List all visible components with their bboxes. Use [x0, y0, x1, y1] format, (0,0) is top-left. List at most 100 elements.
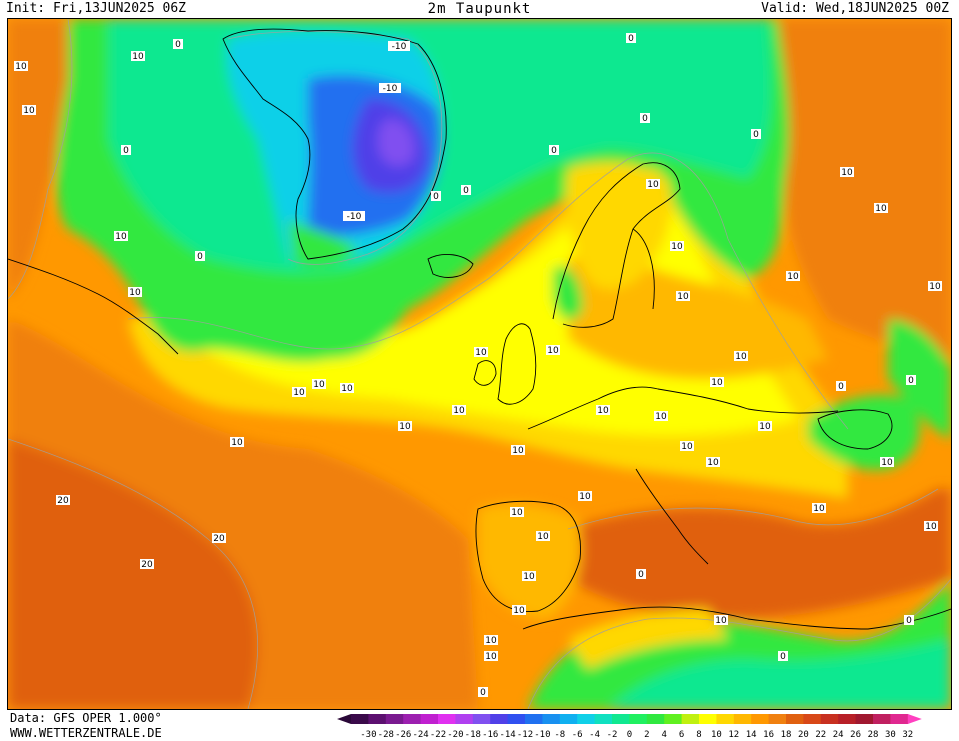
- contour-label: 10: [292, 387, 306, 398]
- dewpoint-map[interactable]: 10 10 0 -10 -10 -10 10 0 0 10 10 0 0 0 0…: [7, 18, 952, 710]
- svg-text:10: 10: [132, 52, 144, 62]
- contour-label: 10: [484, 651, 498, 662]
- legend-swatch: [525, 714, 543, 724]
- legend-tick-label: -22: [430, 730, 446, 740]
- contour-label: 0: [431, 191, 441, 202]
- svg-text:0: 0: [906, 616, 912, 626]
- svg-text:10: 10: [341, 384, 353, 394]
- legend-tick-label: -20: [447, 730, 463, 740]
- legend-swatch: [385, 714, 404, 724]
- contour-label: 10: [474, 347, 488, 358]
- legend-swatch: [577, 714, 596, 724]
- svg-text:10: 10: [15, 62, 27, 72]
- legend-tick-label: 18: [781, 730, 792, 740]
- contour-label: 10: [758, 421, 772, 432]
- contour-label: 10: [786, 271, 800, 282]
- legend-tick-label: 0: [627, 730, 632, 740]
- legend-swatch: [438, 714, 456, 724]
- contour-label: 10: [536, 531, 550, 542]
- contour-label: 10: [734, 351, 748, 362]
- legend-swatch: [751, 714, 770, 724]
- legend-tick-label: 32: [902, 730, 913, 740]
- svg-text:20: 20: [141, 560, 153, 570]
- svg-text:10: 10: [485, 636, 497, 646]
- contour-lines: [8, 19, 951, 709]
- contour-label: 10: [714, 615, 728, 626]
- legend-tick-label: 30: [885, 730, 896, 740]
- svg-text:-10: -10: [383, 84, 398, 94]
- legend-tick-label: -4: [589, 730, 600, 740]
- contour-label: 10: [128, 287, 142, 298]
- contour-label: 10: [511, 445, 525, 456]
- contour-label: 10: [340, 383, 354, 394]
- contour-label: 0: [478, 687, 488, 698]
- svg-text:10: 10: [677, 292, 689, 302]
- svg-text:10: 10: [787, 272, 799, 282]
- svg-text:10: 10: [231, 438, 243, 448]
- contour-label: 10: [924, 521, 938, 532]
- legend-tick-label: 22: [815, 730, 826, 740]
- svg-text:10: 10: [313, 380, 325, 390]
- coastlines: [8, 28, 951, 630]
- svg-text:10: 10: [115, 232, 127, 242]
- legend-tick-label: 24: [833, 730, 844, 740]
- legend-tick-label: -12: [517, 730, 533, 740]
- legend-swatch: [786, 714, 804, 724]
- svg-text:0: 0: [197, 252, 203, 262]
- contour-label: 10: [670, 241, 684, 252]
- svg-text:10: 10: [597, 406, 609, 416]
- legend-swatch: [629, 714, 648, 724]
- legend-swatch: [803, 714, 822, 724]
- svg-text:10: 10: [671, 242, 683, 252]
- contour-label: 10: [452, 405, 466, 416]
- svg-text:10: 10: [841, 168, 853, 178]
- contour-label: 10: [840, 167, 854, 178]
- legend-tick-label: -30: [360, 730, 376, 740]
- legend-tick-label: -28: [378, 730, 394, 740]
- legend-tick-label: 2: [644, 730, 649, 740]
- legend-arrow-left: [337, 714, 351, 724]
- website-link[interactable]: WWW.WETTERZENTRALE.DE: [10, 726, 162, 740]
- legend-swatch: [855, 714, 874, 724]
- contour-label: 0: [461, 185, 471, 196]
- svg-text:10: 10: [129, 288, 141, 298]
- svg-text:0: 0: [838, 382, 844, 392]
- legend-swatch: [699, 714, 717, 724]
- legend-swatch: [681, 714, 700, 724]
- contour-label: 20: [140, 559, 154, 570]
- svg-text:10: 10: [453, 406, 465, 416]
- contour-label: 10: [578, 491, 592, 502]
- svg-text:0: 0: [628, 34, 634, 44]
- svg-text:10: 10: [513, 606, 525, 616]
- svg-text:-10: -10: [392, 42, 407, 52]
- valid-time: Valid: Wed,18JUN2025 00Z: [761, 1, 949, 16]
- contour-label: 10: [22, 105, 36, 116]
- svg-text:10: 10: [399, 422, 411, 432]
- contour-label: 10: [710, 377, 724, 388]
- legend-swatch: [890, 714, 909, 724]
- svg-text:0: 0: [642, 114, 648, 124]
- legend-swatch: [646, 714, 665, 724]
- contour-label: 10: [131, 51, 145, 62]
- legend-swatch: [351, 714, 369, 724]
- init-time: Init: Fri,13JUN2025 06Z: [6, 1, 187, 16]
- contour-label: 10: [596, 405, 610, 416]
- svg-text:-10: -10: [347, 212, 362, 222]
- legend-swatch: [472, 714, 491, 724]
- contour-label: -10: [343, 211, 365, 222]
- legend-swatch: [594, 714, 613, 724]
- contour-label: 10: [880, 457, 894, 468]
- svg-text:10: 10: [475, 348, 487, 358]
- svg-text:10: 10: [929, 282, 941, 292]
- svg-text:10: 10: [647, 180, 659, 190]
- legend-swatch: [559, 714, 578, 724]
- contour-label: 0: [751, 129, 761, 140]
- legend-swatch: [368, 714, 387, 724]
- color-scale-legend: -30 -28 -26 -24 -22 -20 -18 -16 -14 -12 -10 -8 -6 -4-…: [335, 711, 957, 741]
- svg-text:0: 0: [175, 40, 181, 50]
- legend-tick-label: 16: [763, 730, 774, 740]
- contour-label: 10: [114, 231, 128, 242]
- contour-label: 10: [706, 457, 720, 468]
- legend-tick-label: -10: [534, 730, 550, 740]
- svg-text:10: 10: [875, 204, 887, 214]
